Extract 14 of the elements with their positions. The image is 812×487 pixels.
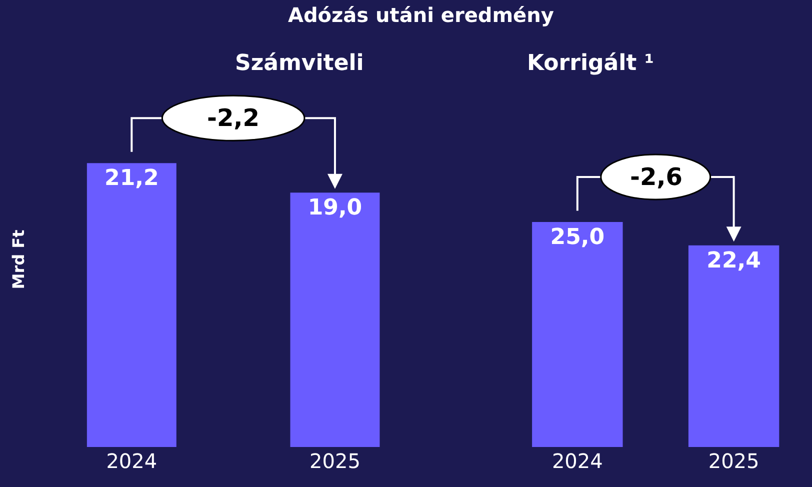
data-label: 21,2 (104, 166, 159, 192)
data-label: 19,0 (308, 196, 362, 221)
data-label: 22,4 (706, 248, 761, 274)
chart-title: Korrigált ¹ (527, 51, 654, 76)
x-tick-label: 2025 (310, 449, 360, 473)
chart-title: Adózás utáni eredmény (288, 3, 554, 27)
data-label: 25,0 (550, 225, 605, 250)
x-tick-label: 2024 (106, 449, 158, 473)
x-tick-label: 2024 (552, 449, 603, 473)
x-tick-label: 2025 (708, 449, 760, 473)
text: -2,2 (207, 104, 260, 132)
text: -2,6 (630, 163, 682, 191)
y-axis-title: Mrd Ft (8, 229, 28, 290)
chart-subtitle: Számviteli (235, 51, 364, 76)
